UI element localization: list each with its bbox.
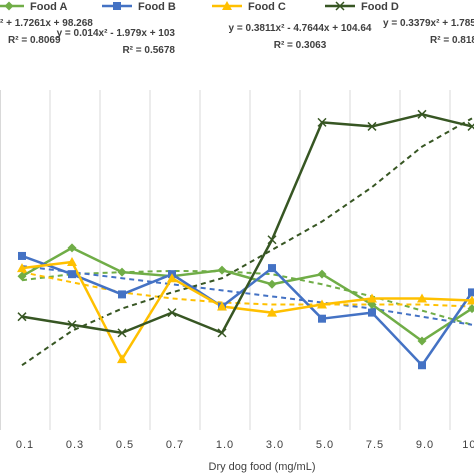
data-point — [113, 2, 121, 10]
data-point — [367, 293, 377, 303]
trendline-food-b — [21, 265, 473, 326]
data-point — [217, 328, 227, 338]
grid-lines — [0, 90, 451, 430]
trendline-equation: ² + 1.7261x + 98.268 — [0, 18, 93, 29]
data-point — [417, 293, 427, 303]
x-tick-label: 1.0 — [216, 439, 234, 451]
data-point — [117, 328, 127, 338]
data-point — [222, 1, 232, 10]
x-tick-label: 9.0 — [416, 439, 434, 451]
data-point — [67, 320, 77, 330]
data-point — [68, 270, 76, 279]
x-tick-label: 5.0 — [316, 439, 334, 451]
data-point — [4, 1, 14, 11]
x-tick-label: 0.7 — [166, 439, 184, 451]
data-point — [117, 267, 127, 277]
trendline-food-d — [21, 117, 473, 367]
series-line-food-d — [21, 113, 473, 335]
data-point — [335, 1, 345, 11]
trendline-r2: R² = 0.818 — [430, 35, 474, 46]
trendline-r2: R² = 0.3063 — [274, 40, 327, 51]
x-tick-labels: 0.1 0.3 0.5 0.7 1.0 3.0 5.0 7.5 9.0 10.0 — [16, 439, 474, 451]
series-line-food-a — [21, 246, 473, 343]
data-point — [368, 308, 376, 317]
data-point — [467, 121, 474, 131]
data-point — [317, 299, 327, 309]
data-point — [417, 336, 427, 346]
data-point — [418, 361, 426, 370]
data-point — [468, 288, 474, 297]
data-point — [317, 269, 327, 279]
data-point — [17, 312, 27, 322]
data-point — [67, 243, 77, 253]
x-tick-label: 10.0 — [462, 439, 474, 451]
trendline-r2: R² = 0.8069 — [8, 35, 61, 46]
data-point — [467, 304, 474, 314]
series-markers — [17, 109, 474, 370]
data-point — [17, 263, 27, 273]
data-point — [268, 264, 276, 273]
data-point — [118, 290, 126, 299]
series-line-food-c — [21, 260, 473, 361]
x-tick-label: 0.1 — [16, 439, 34, 451]
data-point — [317, 117, 327, 127]
data-point — [167, 273, 177, 283]
x-tick-label: 0.3 — [66, 439, 84, 451]
data-point — [318, 314, 326, 323]
trendline-equation: y = 0.014x² - 1.979x + 103 — [57, 28, 176, 39]
x-tick-label: 0.5 — [116, 439, 134, 451]
data-point — [267, 235, 277, 245]
trendline-equation: y = 0.3811x² - 4.7644x + 104.64 — [229, 23, 372, 34]
data-point — [367, 121, 377, 131]
data-point — [467, 295, 474, 305]
series-lines — [21, 113, 474, 367]
legend-label: Food C — [248, 1, 286, 13]
legend-label: Food A — [30, 1, 68, 13]
legend-label: Food D — [361, 1, 399, 13]
data-point — [117, 354, 127, 364]
legend-label: Food B — [138, 1, 176, 13]
data-point — [417, 109, 427, 119]
x-tick-label: 3.0 — [266, 439, 284, 451]
data-point — [18, 251, 26, 260]
data-point — [17, 271, 27, 281]
data-point — [267, 279, 277, 289]
data-point — [67, 257, 77, 267]
x-axis-title: Dry dog food (mg/mL) — [209, 461, 316, 473]
x-tick-label: 7.5 — [366, 439, 384, 451]
trendline-equation: y = 0.3379x² + 1.785 — [383, 18, 474, 29]
data-point — [217, 265, 227, 275]
trendline-r2: R² = 0.5678 — [122, 45, 175, 56]
trendline-food-c — [21, 271, 473, 308]
trendlines — [21, 117, 473, 367]
data-point — [217, 301, 227, 311]
data-point — [167, 308, 177, 318]
trendline-food-a — [21, 269, 473, 326]
legend: Food A Food B Food C Food D — [0, 1, 399, 13]
data-point — [267, 307, 277, 317]
